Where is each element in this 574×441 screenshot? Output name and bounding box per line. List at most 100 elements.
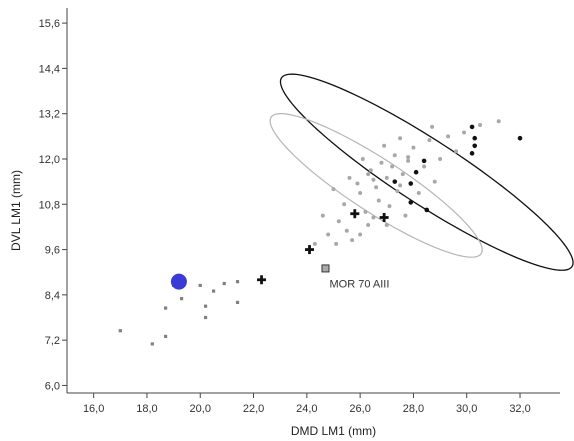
x-ticks: 16,0 18,0 20,0 22,0 24,0 26,0 28,0 30,0 32,0 <box>83 393 531 415</box>
x-axis-title: DMD LM1 (mm) <box>291 424 376 438</box>
plus-bar-v <box>260 275 263 285</box>
x-tick-label: 32,0 <box>509 403 530 415</box>
data-point-gray <box>347 175 352 180</box>
points-layer <box>118 119 523 346</box>
data-point-gray <box>363 209 368 214</box>
data-point-gray <box>366 223 371 228</box>
y-tick-label: 7,2 <box>45 335 60 347</box>
data-point-black <box>421 158 427 164</box>
data-point-gray <box>382 143 387 148</box>
x-tick-label: 18,0 <box>136 403 157 415</box>
data-point-gray <box>371 215 376 220</box>
data-point-black <box>472 135 478 141</box>
data-point-black <box>517 135 523 141</box>
data-point-gray <box>374 185 379 190</box>
data-point-gray <box>326 232 331 237</box>
confidence-ellipse-black <box>279 73 574 271</box>
data-point-gray <box>344 228 349 233</box>
data-point-gray <box>462 130 467 135</box>
data-point-black <box>472 143 478 149</box>
x-tick-label: 20,0 <box>190 403 211 415</box>
y-tick-label: 10,8 <box>39 199 60 211</box>
data-point-gray <box>478 123 483 128</box>
data-point-gray <box>331 187 336 192</box>
data-point-gray <box>438 156 443 161</box>
data-point-gray <box>342 202 347 207</box>
data-point-black <box>392 179 398 184</box>
data-point-gray <box>454 149 459 154</box>
data-point-gray <box>406 155 411 160</box>
data-point-gray <box>400 172 405 177</box>
data-point-gray <box>355 181 360 186</box>
data-point-square <box>198 283 202 288</box>
y-ticks: 6,0 7,2 8,4 9,6 10,8 12,0 13,2 14,4 15,6 <box>39 18 67 392</box>
data-point-black <box>408 200 414 205</box>
x-tick-label: 22,0 <box>243 403 264 415</box>
data-point-square <box>164 334 168 338</box>
data-point-gray <box>392 153 397 158</box>
data-point-gray <box>366 172 371 177</box>
data-point-gray <box>371 177 376 182</box>
ellipses-layer <box>269 73 574 271</box>
data-point-gray <box>387 204 392 209</box>
data-point-square <box>222 281 226 286</box>
data-point-square <box>235 300 240 305</box>
data-point-gray <box>406 158 411 163</box>
data-point-gray <box>427 138 432 143</box>
data-point-gray <box>376 198 381 203</box>
plus-bar-v <box>308 245 311 255</box>
data-point-plus <box>379 212 389 222</box>
data-point-square <box>203 304 208 308</box>
data-point-gray <box>398 136 403 141</box>
y-axis-title: DVL LM1 (mm) <box>9 170 23 251</box>
data-point-gray <box>390 164 395 169</box>
data-point-gray <box>416 190 421 195</box>
data-point-gray <box>496 119 501 124</box>
data-point-plus <box>350 209 360 219</box>
plus-bar-v <box>353 209 357 219</box>
data-point-black <box>469 151 475 156</box>
data-point-gray <box>384 175 389 180</box>
data-point-gray <box>320 213 325 218</box>
confidence-ellipse-gray <box>269 113 483 258</box>
data-point-black <box>408 181 414 186</box>
data-point-gray <box>384 223 389 228</box>
data-point-gray <box>336 219 341 224</box>
data-point-gray <box>395 189 400 194</box>
data-point-square <box>211 289 216 293</box>
data-point-square <box>164 306 168 310</box>
data-point-plus <box>305 245 315 255</box>
data-point-gray <box>334 241 339 246</box>
data-point-black <box>469 124 475 130</box>
data-point-gray <box>368 168 373 173</box>
annotation-mor70-label: MOR 70 AIII <box>329 278 389 290</box>
y-tick-label: 14,4 <box>39 63 60 75</box>
data-point-gray <box>360 156 365 161</box>
y-tick-label: 6,0 <box>45 380 60 392</box>
data-point-plus <box>257 275 267 285</box>
data-point-square <box>118 329 122 333</box>
y-tick-label: 12,0 <box>39 154 60 166</box>
x-tick-label: 28,0 <box>403 403 424 415</box>
x-tick-label: 16,0 <box>83 403 104 415</box>
data-point-mor70 <box>321 264 330 273</box>
y-tick-label: 15,6 <box>39 18 60 30</box>
highlight-point-blue <box>170 273 187 290</box>
x-tick-label: 30,0 <box>456 403 477 415</box>
data-point-gray <box>398 183 403 188</box>
data-point-gray <box>350 238 355 243</box>
data-point-gray <box>379 160 384 165</box>
y-tick-label: 9,6 <box>45 245 60 257</box>
data-point-gray <box>432 179 437 184</box>
x-tick-label: 24,0 <box>296 403 317 415</box>
data-point-gray <box>358 232 363 237</box>
data-point-square <box>150 342 154 346</box>
plus-bar-v <box>382 212 386 222</box>
data-point-gray <box>312 241 317 246</box>
data-point-black <box>424 207 430 213</box>
data-point-square <box>179 297 184 301</box>
y-tick-label: 13,2 <box>39 109 60 121</box>
data-point-gray <box>358 190 363 195</box>
data-point-square <box>203 315 208 320</box>
data-point-gray <box>411 145 416 150</box>
